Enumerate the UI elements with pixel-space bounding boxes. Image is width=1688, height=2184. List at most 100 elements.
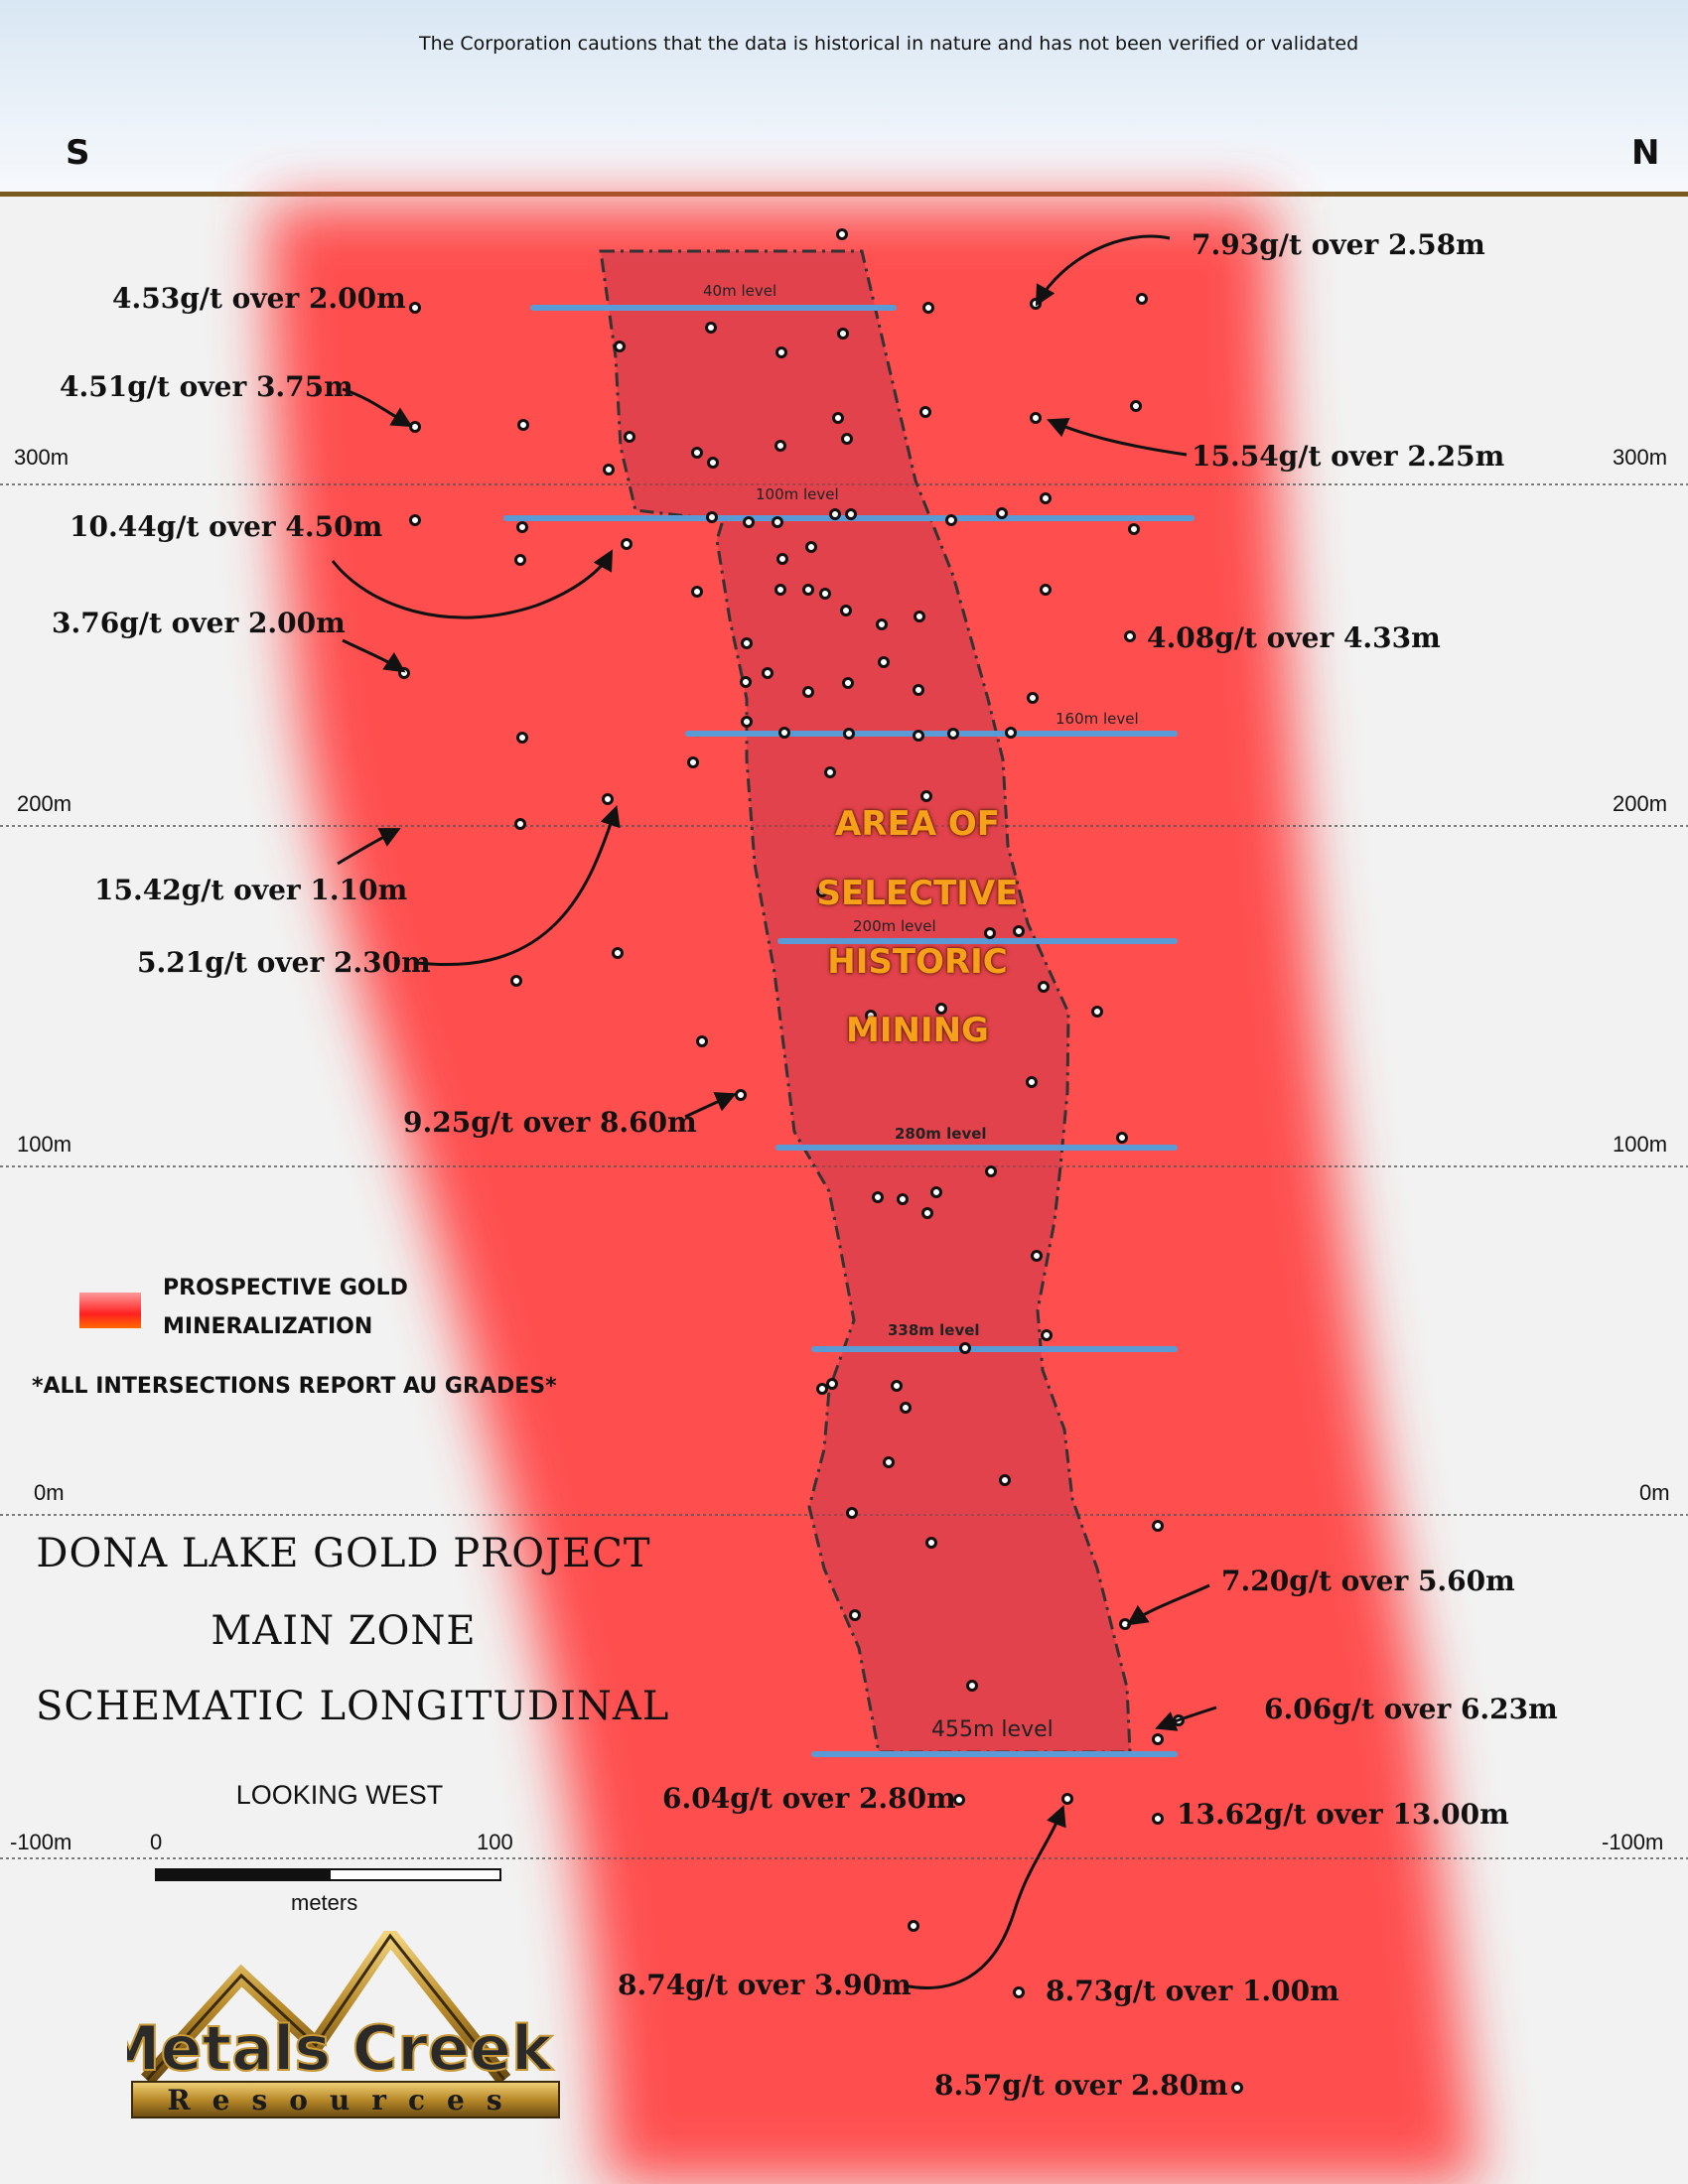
- drill-intersection-point: [925, 1537, 937, 1549]
- drill-intersection-point: [945, 514, 957, 526]
- drill-intersection-point: [832, 412, 844, 424]
- drill-intersection-point: [707, 457, 719, 469]
- arrow-g15: [903, 1805, 1066, 1989]
- drill-intersection-point: [612, 947, 624, 959]
- drill-intersection-point: [1231, 2082, 1243, 2094]
- grade-label: 7.93g/t over 2.58m: [1192, 228, 1485, 261]
- drill-intersection-point: [603, 464, 615, 476]
- drill-intersection-point: [741, 637, 753, 649]
- elevation-left-200m: 200m: [17, 791, 72, 816]
- drill-intersection-point: [930, 1186, 942, 1198]
- drill-intersection-point: [1061, 1793, 1073, 1805]
- grade-label: 13.62g/t over 13.00m: [1177, 1798, 1509, 1831]
- drill-intersection-point: [740, 676, 752, 688]
- drill-intersection-point: [953, 1794, 965, 1806]
- grade-arrows: [331, 234, 1217, 1989]
- elevation-left-300m: 300m: [14, 445, 70, 470]
- south-indicator: S: [66, 133, 90, 173]
- drill-intersection-point: [913, 684, 924, 696]
- drill-intersection-point: [1152, 1813, 1164, 1825]
- level-label-455m: 455m level: [931, 1717, 1054, 1742]
- grade-label: 9.25g/t over 8.60m: [403, 1106, 697, 1139]
- drill-intersection-point: [908, 1920, 919, 1932]
- arrow-g3: [331, 549, 614, 619]
- drill-intersection-point: [805, 541, 817, 553]
- scale-start-label: 0: [150, 1830, 163, 1854]
- drill-intersection-point: [409, 514, 421, 526]
- scale-bar: [155, 1868, 501, 1881]
- drill-intersection-point: [872, 1191, 884, 1203]
- scale-unit-label: meters: [291, 1890, 358, 1915]
- grade-label: 3.76g/t over 2.00m: [52, 607, 346, 639]
- metals-creek-logo: Metals Creek Resources: [127, 1931, 560, 2118]
- legend-label-line2: MINERALIZATION: [163, 1314, 373, 1339]
- drill-intersection-point: [735, 1089, 747, 1101]
- drill-intersection-point: [687, 756, 699, 768]
- drill-intersection-point: [824, 766, 836, 778]
- elevation-right-300m: 300m: [1613, 445, 1668, 470]
- drill-intersection-point: [409, 302, 421, 314]
- drill-intersection-point: [959, 1342, 971, 1354]
- drill-intersection-point: [1091, 1006, 1103, 1018]
- grade-label: 8.73g/t over 1.00m: [1046, 1975, 1339, 2007]
- drill-intersection-point: [837, 328, 849, 340]
- drill-intersection-point: [842, 677, 854, 689]
- mining-area-label-line2: SELECTIVE: [816, 874, 1019, 913]
- drill-intersection-point: [706, 511, 718, 523]
- elevation-right-100m: 100m: [1613, 1132, 1668, 1157]
- drill-intersection-point: [836, 228, 848, 240]
- drill-intersection-point: [621, 538, 633, 550]
- drill-intersection-point: [624, 431, 635, 443]
- drill-intersection-point: [865, 1010, 877, 1022]
- drill-intersection-point: [826, 1378, 838, 1390]
- drill-intersection-point: [741, 716, 753, 728]
- grade-label: 4.51g/t over 3.75m: [60, 370, 353, 403]
- drill-intersection-point: [1040, 584, 1052, 596]
- drill-intersection-point: [510, 975, 522, 987]
- historic-mining-area: [599, 249, 1132, 1754]
- grade-label: 15.54g/t over 2.25m: [1192, 440, 1505, 473]
- drill-intersection-point: [913, 730, 924, 742]
- drill-intersection-point: [819, 588, 831, 600]
- level-label-160m: 160m level: [1055, 710, 1139, 728]
- elevation-right-200m: 200m: [1613, 791, 1668, 816]
- mining-area-label-line3: HISTORIC: [827, 942, 1008, 982]
- drill-intersection-point: [849, 1609, 861, 1621]
- drill-intersection-point: [776, 553, 788, 565]
- drill-intersection-point: [409, 421, 421, 433]
- level-label-40m: 40m level: [703, 282, 777, 300]
- drill-intersection-point: [1040, 492, 1052, 504]
- drill-intersection-point: [1124, 630, 1136, 642]
- ground-surface-line: [0, 192, 1688, 197]
- drill-intersection-point: [1026, 1076, 1038, 1088]
- grade-label: 5.21g/t over 2.30m: [137, 946, 431, 979]
- drill-intersection-point: [691, 447, 703, 459]
- drill-intersection-point: [841, 433, 853, 445]
- drill-intersection-point: [845, 508, 857, 520]
- project-title: DONA LAKE GOLD PROJECT: [36, 1531, 651, 1576]
- drill-intersection-point: [762, 667, 774, 679]
- grade-label: 8.74g/t over 3.90m: [618, 1969, 912, 2001]
- grade-label: 7.20g/t over 5.60m: [1221, 1565, 1515, 1597]
- elevation-right-minus100m: -100m: [1602, 1830, 1664, 1854]
- mining-area-label-line1: AREA OF: [835, 804, 1000, 844]
- mining-area-label-line4: MINING: [846, 1011, 989, 1050]
- drill-intersection-point: [1116, 1132, 1128, 1144]
- elevation-left-0m: 0m: [34, 1480, 65, 1505]
- drill-intersection-point: [920, 790, 932, 802]
- drill-intersection-point: [840, 605, 852, 616]
- drill-intersection-point: [996, 507, 1008, 519]
- scale-end-label: 100: [477, 1830, 513, 1854]
- elevation-left-100m: 100m: [17, 1132, 72, 1157]
- drill-intersection-point: [1013, 925, 1025, 937]
- level-label-100m: 100m level: [756, 485, 839, 503]
- drill-intersection-point: [1027, 692, 1039, 704]
- level-label-280m: 280m level: [895, 1125, 987, 1143]
- level-label-200m: 200m level: [853, 917, 936, 935]
- drill-intersection-point: [517, 419, 529, 431]
- north-indicator: N: [1631, 133, 1660, 173]
- caution-note: The Corporation cautions that the data i…: [419, 33, 1359, 55]
- arrow-g7: [684, 1092, 737, 1119]
- drill-intersection-point: [514, 554, 526, 566]
- drill-intersection-point: [914, 611, 925, 622]
